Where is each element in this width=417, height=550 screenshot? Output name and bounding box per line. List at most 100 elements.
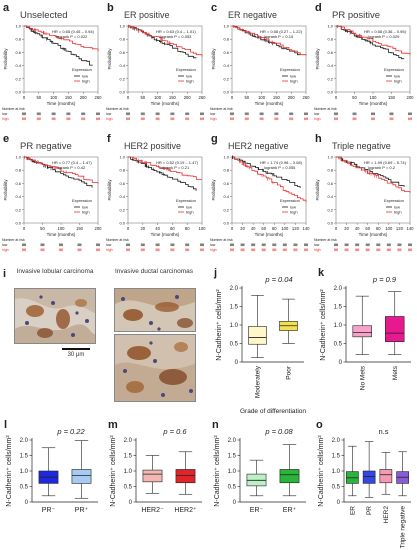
km-risk-low-cell (282, 243, 287, 247)
km-xtick-label: 200 (80, 95, 88, 100)
km-frame (335, 156, 411, 224)
box-category-label: PR⁻ (42, 507, 56, 514)
box-HER2 (379, 469, 393, 484)
km-risk-low-label: low (314, 112, 320, 116)
km-logrank: logrank P = 0.2 (368, 165, 396, 170)
km-ytick-label: 0.8 (119, 168, 125, 173)
km-risk-low-cell (170, 112, 175, 116)
km-ytick-label: 0.0 (15, 90, 21, 95)
km-legend-low-label: low (186, 74, 192, 79)
km-logrank: logrank P = 0.15 (264, 34, 294, 39)
km-xtick-label: 20 (140, 226, 145, 231)
km-risk-low-cell (274, 112, 279, 116)
km-risk-low-cell (240, 243, 245, 247)
km-xlabel: Time (months) (255, 232, 284, 237)
km-risk-high-cell (334, 117, 338, 121)
box-ylabel: N-Cadherin⁺ cells/mm² (318, 435, 325, 507)
km-logrank: logrank P = 0.029 (368, 34, 400, 39)
box-pvalue: p = 0.04 (264, 275, 292, 284)
box-HER2⁺ (175, 469, 196, 484)
km-risk-low-cell (140, 243, 145, 247)
box-panel-n: n 0 0.5 1.0 1.5 2.0 N-Cadherin⁺ cells/mm² p = 0… (208, 418, 312, 550)
km-panel-b: b ER positive 0.0 0.2 0.4 0.6 0.8 1.0 Probabilit… (104, 0, 208, 130)
box-panel-k: k 0 0.5 1.0 1.5 2.0 N-Cadherin⁺ cells/mm² p = 0… (314, 266, 417, 416)
km-xtick-label: 250 (303, 95, 311, 100)
km-panel-h: h Triple negative 0.0 0.2 0.4 0.6 0.8 1.0 Probab… (312, 131, 416, 261)
ductal-caption: Invasive ductal carcinomas (114, 268, 194, 275)
km-ytick-label: 0.2 (15, 207, 21, 212)
km-legend-title: Expression (384, 198, 404, 203)
km-xtick-label: 120 (396, 226, 404, 231)
km-xtick-label: 150 (76, 226, 84, 231)
km-risk-low-cell (365, 243, 370, 247)
box-category-label: ER (349, 506, 356, 515)
km-risk-low-cell (251, 243, 256, 247)
km-risk-high-cell (304, 117, 308, 121)
box-plot-svg: 0 0.5 1.0 1.5 2.0 N-Cadherin⁺ cells/mm² p = 0.… (216, 275, 306, 415)
km-risk-low-label: low (210, 243, 216, 247)
km-legend-title: Expression (72, 198, 92, 203)
km-title: HER2 positive (124, 141, 182, 151)
km-title: Triple negative (332, 141, 391, 151)
km-risk-high-cell (371, 117, 375, 121)
km-panel-d: d PR positive 0.0 0.2 0.4 0.6 0.8 1.0 Probabilit… (312, 0, 416, 130)
km-xtick-label: 150 (388, 95, 396, 100)
km-risk-low-cell (126, 112, 130, 116)
box-ytick-label: 0.5 (228, 485, 237, 491)
panel-label-l: l (4, 419, 8, 431)
km-risk-high-cell (344, 248, 349, 252)
km-xtick-label: 150 (273, 95, 281, 100)
km-hazard-ratio: HR = 0.77 (0.4 – 1.47) (52, 160, 92, 165)
lobular-caption: Invasive lobular carcinoma (16, 268, 94, 275)
km-xtick-label: 200 (95, 226, 103, 231)
km-ytick-label: 0.4 (327, 63, 333, 68)
km-risk-high-cell (289, 117, 294, 121)
km-legend-high-label: high (394, 79, 402, 84)
km-ytick-label: 0.0 (15, 221, 21, 226)
box-panel-l: l 0 0.5 1.0 1.5 2.0 N-Cadherin⁺ cells/mm² p = 0… (0, 418, 104, 550)
km-ytick-label: 0.4 (223, 63, 229, 68)
km-xtick-label: 80 (272, 226, 277, 231)
km-plot-svg: 0.0 0.2 0.4 0.6 0.8 1.0 Probability 0 50 100 150 20… (2, 24, 103, 122)
km-risk-low-cell (352, 112, 357, 116)
km-risk-low-label: low (210, 112, 216, 116)
panel-label-g: g (211, 133, 218, 145)
km-risk-low-cell (126, 243, 130, 247)
km-ytick-label: 0.2 (327, 207, 333, 212)
km-xtick-label: 40 (155, 226, 160, 231)
km-ytick-label: 0.6 (15, 50, 21, 55)
km-risk-low-cell (81, 112, 86, 116)
km-risk-high-cell (240, 248, 245, 252)
km-risk-high-cell (293, 248, 298, 252)
box-ytick-label: 0 (235, 360, 239, 366)
km-xtick-label: 100 (58, 226, 66, 231)
km-xtick-label: 20 (240, 226, 245, 231)
box-No Mets (352, 325, 372, 338)
box-pvalue: p = 0.6 (162, 427, 187, 436)
ductal-tissue-top (115, 289, 195, 331)
km-hazard-ratio: HR = 1.99 (0.69 – 5.74) (364, 160, 407, 165)
km-risk-high-label: high (210, 248, 217, 252)
km-risk-low-cell (66, 112, 71, 116)
km-xtick-label: 250 (95, 95, 103, 100)
km-risk-high-cell (376, 248, 381, 252)
km-risk-low-cell (408, 243, 412, 247)
km-risk-high-cell (230, 248, 234, 252)
km-xlabel: Time (months) (359, 101, 388, 106)
km-frame (231, 25, 307, 93)
km-ytick-label: 1.0 (15, 155, 21, 160)
km-risk-low-cell (77, 243, 82, 247)
box-category-label: HER2⁺ (174, 507, 197, 514)
km-ytick-label: 1.0 (327, 24, 333, 29)
box-category-label: Moderately (255, 365, 262, 398)
km-ytick-label: 0.0 (327, 90, 333, 95)
km-panel-g: g HER2 negative 0.0 0.2 0.4 0.6 0.8 1.0 Probabil… (208, 131, 312, 261)
km-legend-title: Expression (280, 198, 300, 203)
km-risk-low-cell (259, 112, 264, 116)
km-risk-high-cell (408, 117, 412, 121)
km-risk-high-cell (365, 248, 370, 252)
box-category-label: ER⁻ (250, 507, 264, 514)
ductal-tissue-bottom (115, 335, 195, 401)
ductal-micrograph-bottom (114, 334, 196, 402)
km-hazard-ratio: HR = 1.74 (0.98 – 3.08) (260, 160, 303, 165)
